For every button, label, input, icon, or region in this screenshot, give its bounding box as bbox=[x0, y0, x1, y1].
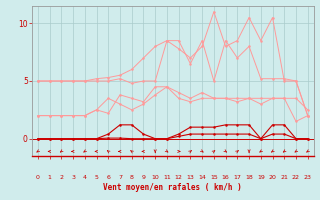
X-axis label: Vent moyen/en rafales ( km/h ): Vent moyen/en rafales ( km/h ) bbox=[103, 183, 242, 192]
